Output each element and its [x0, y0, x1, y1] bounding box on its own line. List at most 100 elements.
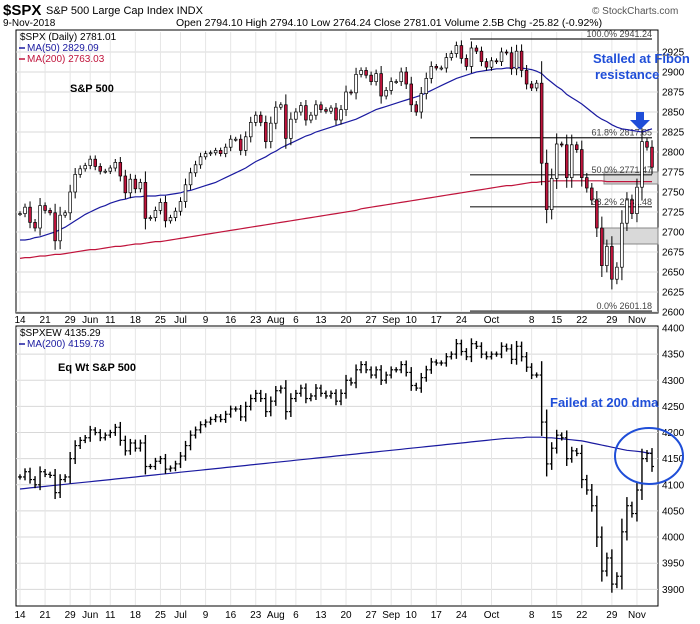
candle-body	[534, 82, 539, 89]
y-tick-label: 4100	[662, 480, 685, 491]
y-tick-label: 2750	[662, 188, 685, 199]
y-tick-label: 4400	[662, 324, 685, 335]
candle-body	[249, 122, 253, 138]
candle-body	[630, 199, 634, 214]
candle-body	[108, 167, 113, 172]
candle-body	[640, 141, 644, 188]
candle-body	[203, 153, 208, 158]
candle-body	[43, 205, 47, 211]
x-tick-label: 16	[225, 315, 237, 326]
candle-body	[264, 122, 268, 142]
candle-body	[509, 52, 514, 70]
legend-spxew: $SPXEW 4135.29	[20, 328, 101, 339]
candle-body	[88, 158, 92, 166]
candle-body	[63, 212, 67, 216]
x-tick-label: 18	[130, 315, 142, 326]
price-y-axis: 2925 2900 2875 2850 2825 2800 2775 2750 2725 2700…	[662, 48, 685, 319]
candle-body	[409, 83, 413, 106]
fib-label: 61.8% 2817.85	[591, 128, 652, 138]
x-tick-label: Jun	[82, 610, 98, 621]
candle-body	[459, 45, 464, 59]
ew-y-axis: 4400 4350 4300 4250 4200 4150 4100 4050 4000 3950…	[662, 324, 685, 596]
x-tick-label: 23	[250, 610, 262, 621]
candle-body	[208, 152, 213, 155]
price-candles	[18, 40, 654, 290]
x-tick-label: 13	[315, 315, 327, 326]
candle-body	[138, 182, 143, 190]
x-tick-label: 18	[130, 610, 142, 621]
candle-body	[299, 105, 303, 113]
x-tick-label: 29	[65, 610, 77, 621]
candle-body	[128, 178, 133, 194]
x-tick-label: 15	[551, 610, 563, 621]
x-tick-label: 10	[406, 610, 418, 621]
candle-body	[28, 206, 32, 223]
candle-body	[449, 53, 454, 58]
y-tick-label: 2600	[662, 308, 685, 319]
x-tick-label: 20	[340, 315, 352, 326]
x-tick-label: Aug	[267, 610, 285, 621]
y-tick-label: 2725	[662, 208, 685, 219]
candle-body	[304, 105, 308, 121]
x-tick-label: 25	[155, 315, 167, 326]
x-tick-label: 24	[456, 610, 468, 621]
candle-body	[319, 104, 323, 110]
y-tick-label: 2850	[662, 108, 685, 119]
candle-body	[424, 78, 429, 94]
candle-body	[444, 57, 449, 69]
candle-body	[48, 210, 52, 214]
candle-body	[625, 199, 629, 224]
y-tick-label: 2775	[662, 168, 685, 179]
candle-body	[359, 70, 363, 75]
candle-body	[223, 146, 228, 154]
candle-body	[173, 210, 178, 218]
candle-body	[414, 104, 418, 113]
candle-body	[93, 158, 97, 167]
candle-body	[615, 266, 619, 280]
x-tick-label: Oct	[484, 315, 500, 326]
candle-body	[369, 74, 373, 82]
y-tick-label: 4250	[662, 402, 685, 413]
candle-body	[394, 81, 398, 83]
candle-body	[329, 107, 333, 112]
y-tick-label: 2825	[662, 128, 685, 139]
security-name: S&P 500 Large Cap Index INDX	[46, 5, 204, 17]
fib-label: 50.0% 2771.47	[591, 165, 652, 175]
y-tick-label: 4200	[662, 428, 685, 439]
x-tick-label: Jul	[174, 610, 187, 621]
x-tick-label: 25	[155, 610, 167, 621]
x-tick-label: 6	[293, 315, 299, 326]
annotation-stalled: Stalled at Fibon	[593, 51, 690, 66]
fib-label: 38.2% 2731.48	[591, 197, 652, 207]
down-arrow-icon	[630, 112, 650, 130]
candle-body	[163, 202, 168, 222]
y-tick-label: 4000	[662, 533, 685, 544]
candle-body	[514, 50, 519, 70]
candle-body	[610, 246, 614, 280]
candle-body	[389, 81, 393, 91]
candle-body	[38, 205, 42, 229]
candle-body	[399, 71, 403, 82]
highlight-circle	[614, 427, 684, 485]
candle-body	[565, 144, 569, 178]
candle-body	[354, 74, 358, 94]
candle-body	[464, 58, 469, 67]
candle-body	[218, 150, 223, 154]
support-zone	[603, 227, 659, 245]
candle-body	[309, 114, 313, 121]
price-panel-label: S&P 500	[70, 83, 114, 95]
candle-body	[544, 162, 549, 210]
x-tick-label: 23	[250, 315, 262, 326]
x-tick-label: 14	[14, 610, 26, 621]
x-tick-label: 8	[529, 610, 535, 621]
ma50-line	[20, 66, 653, 241]
chart-date: 9-Nov-2018	[3, 18, 56, 29]
annotation-failed: Failed at 200 dma	[550, 395, 659, 410]
candle-body	[53, 212, 57, 242]
candle-body	[334, 107, 338, 121]
symbol: $SPX	[3, 2, 41, 19]
x-tick-label: 29	[65, 315, 77, 326]
candle-body	[193, 164, 198, 174]
watermark: © StockCharts.com	[592, 6, 678, 17]
candle-body	[349, 91, 353, 94]
